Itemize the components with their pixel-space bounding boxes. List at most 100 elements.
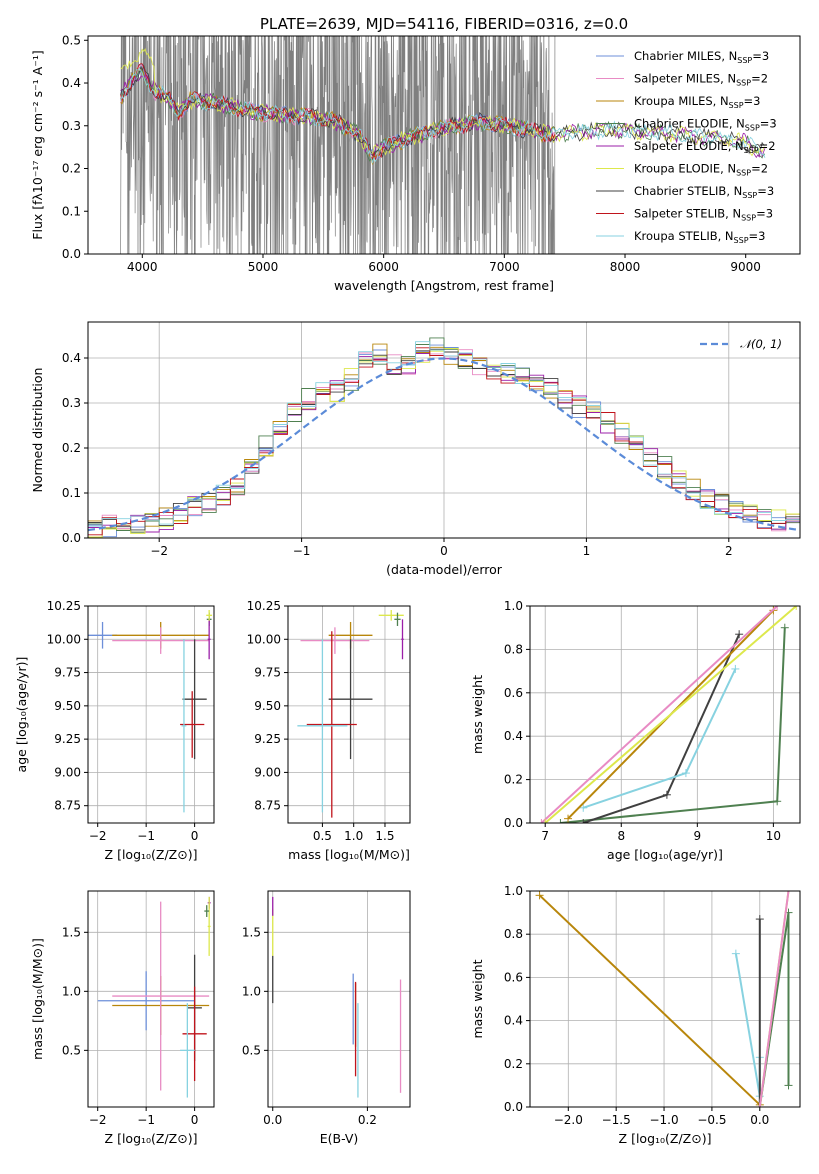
mass-vs-ebv-chart: 0.0 0.2 0.5 1.0 1.5 E(B-V) <box>242 890 411 1146</box>
y-tick-label: 0.1 <box>62 204 81 218</box>
y-tick-label: 9.75 <box>54 666 81 680</box>
legend-entry: Kroupa ELODIE, NSSP=2 <box>634 162 768 178</box>
y-tick-label: 0.4 <box>62 351 81 365</box>
y-tick-label: 9.00 <box>254 765 281 779</box>
y-axis-label: age [log₁₀(age/yr)] <box>14 657 29 773</box>
legend-entry-sub: SSP <box>745 124 760 133</box>
legend-entry-tail: =3 <box>756 207 773 221</box>
legend-entry-sub: SSP <box>729 101 744 110</box>
model-spectrum-salpeter-elodie <box>120 73 766 159</box>
x-axis-label: (data-model)/error <box>386 562 503 577</box>
y-axis-label: Flux [fλ10⁻¹⁷ erg cm⁻² s⁻¹ A⁻¹] <box>30 50 45 239</box>
x-tick-label: 0.2 <box>358 1113 377 1127</box>
x-tick-label: −2 <box>89 1113 107 1127</box>
x-tick-label: 7 <box>541 829 549 843</box>
age-vs-metallicity-chart: −2 −1 0 8.75 9.00 9.25 9.50 9.75 10.00 10.25 Z [lo… <box>14 599 215 862</box>
x-axis-label: wavelength [Angstrom, rest frame] <box>334 278 554 293</box>
y-tick-label: 0.3 <box>62 119 81 133</box>
x-axis-label: mass [log₁₀(M/M⊙)] <box>288 847 410 862</box>
weight-series <box>582 668 737 809</box>
weight-series <box>538 894 761 1106</box>
x-tick-label: −1 <box>137 1113 155 1127</box>
weight-series <box>758 891 790 1107</box>
x-tick-label: 1.5 <box>375 829 394 843</box>
legend-entry: Salpeter ELODIE, NSSP=2 <box>634 139 776 155</box>
x-tick-label: 1.0 <box>344 829 363 843</box>
x-tick-label: 7000 <box>489 260 520 274</box>
legend-entry-sub: SSP <box>737 56 752 65</box>
legend-entry-tail: =2 <box>759 139 776 153</box>
plot-frame <box>287 605 411 824</box>
legend-entry: Chabrier MILES, NSSP=3 <box>634 49 769 65</box>
legend-entry-tail: =3 <box>752 49 769 63</box>
x-tick-label: 0 <box>440 544 448 558</box>
weight-vs-metallicity-chart: −2.0 −1.5 −1.0 −0.5 0.0 0.0 0.2 0.4 0.6 0.8 1.0 Z [… <box>470 884 801 1146</box>
y-tick-label: 9.25 <box>54 732 81 746</box>
x-axis-label: Z [log₁₀(Z/Z⊙)] <box>105 847 198 862</box>
weight-series <box>540 606 778 823</box>
y-tick-label: 9.25 <box>254 732 281 746</box>
plot-area <box>120 36 766 254</box>
x-axis-label: E(B-V) <box>320 1131 359 1146</box>
y-axis-label: mass [log₁₀(M/M⊙)] <box>30 938 45 1060</box>
weight-vs-age-chart: 7 8 9 10 0.0 0.2 0.4 0.6 0.8 1.0 age [log₁₀(age/yr… <box>470 599 801 862</box>
y-tick-label: 0.0 <box>504 816 523 830</box>
y-tick-label: 0.0 <box>62 247 81 261</box>
plot-frame <box>87 605 215 824</box>
y-tick-label: 0.2 <box>62 441 81 455</box>
plot-area <box>97 896 211 1098</box>
legend-entry-sub: SSP <box>734 236 749 245</box>
y-tick-label: 9.50 <box>54 699 81 713</box>
legend-entry-base: Kroupa STELIB, N <box>634 229 734 243</box>
y-tick-label: 10.00 <box>47 632 81 646</box>
y-tick-label: 9.75 <box>254 666 281 680</box>
legend-entry: Kroupa STELIB, NSSP=3 <box>634 229 765 245</box>
legend-entry-sub: SSP <box>736 79 751 88</box>
x-tick-label: −1 <box>137 829 155 843</box>
x-axis-label: age [log₁₀(age/yr)] <box>607 847 723 862</box>
y-tick-label: 1.0 <box>504 884 523 898</box>
plot-area <box>297 609 404 818</box>
legend-entry-base: Salpeter STELIB, N <box>634 207 741 221</box>
x-tick-label: 6000 <box>368 260 399 274</box>
x-tick-label: 5000 <box>248 260 279 274</box>
legend-entry-tail: =3 <box>744 94 761 108</box>
legend-entry: Salpeter STELIB, NSSP=3 <box>634 207 773 223</box>
y-tick-label: 0.4 <box>504 729 523 743</box>
y-axis-label: mass weight <box>470 959 485 1038</box>
plot-area <box>272 896 402 1098</box>
residual-histogram <box>88 337 800 533</box>
y-tick-label: 0.0 <box>62 531 81 545</box>
weight-series <box>734 953 761 1097</box>
legend-entry: Chabrier STELIB, NSSP=3 <box>634 184 774 200</box>
y-tick-label: 8.75 <box>254 799 281 813</box>
y-tick-label: 1.5 <box>62 925 81 939</box>
legend-entry-tail: =2 <box>751 72 768 86</box>
x-tick-label: 0 <box>191 829 199 843</box>
x-tick-label: −2 <box>89 829 107 843</box>
mass-vs-metallicity-chart: −2 −1 0 0.5 1.0 1.5 Z [log₁₀(Z/Z⊙)] mass [log₁₀… <box>30 890 215 1146</box>
legend-entry: Salpeter MILES, NSSP=2 <box>634 72 768 88</box>
x-tick-label: 0.0 <box>750 1113 769 1127</box>
y-tick-label: 1.5 <box>242 925 261 939</box>
y-axis-label: mass weight <box>470 675 485 754</box>
y-tick-label: 0.5 <box>62 33 81 47</box>
y-tick-label: 10.00 <box>247 632 281 646</box>
x-tick-label: 1 <box>583 544 591 558</box>
y-tick-label: 10.25 <box>247 599 281 613</box>
y-tick-label: 0.2 <box>62 162 81 176</box>
x-tick-label: 2 <box>725 544 733 558</box>
plot-frame <box>87 321 801 539</box>
x-tick-label: −0.5 <box>697 1113 726 1127</box>
plot-frame <box>87 35 801 255</box>
legend-entry-tail: =3 <box>760 117 777 131</box>
y-tick-label: 0.1 <box>62 486 81 500</box>
x-tick-label: 4000 <box>127 260 158 274</box>
y-tick-label: 1.0 <box>242 984 261 998</box>
weight-series <box>544 606 797 823</box>
gaussian-curve <box>88 357 798 532</box>
x-tick-label: 0 <box>191 1113 199 1127</box>
legend-entry-tail: =2 <box>751 162 768 176</box>
residual-histogram <box>88 341 800 527</box>
